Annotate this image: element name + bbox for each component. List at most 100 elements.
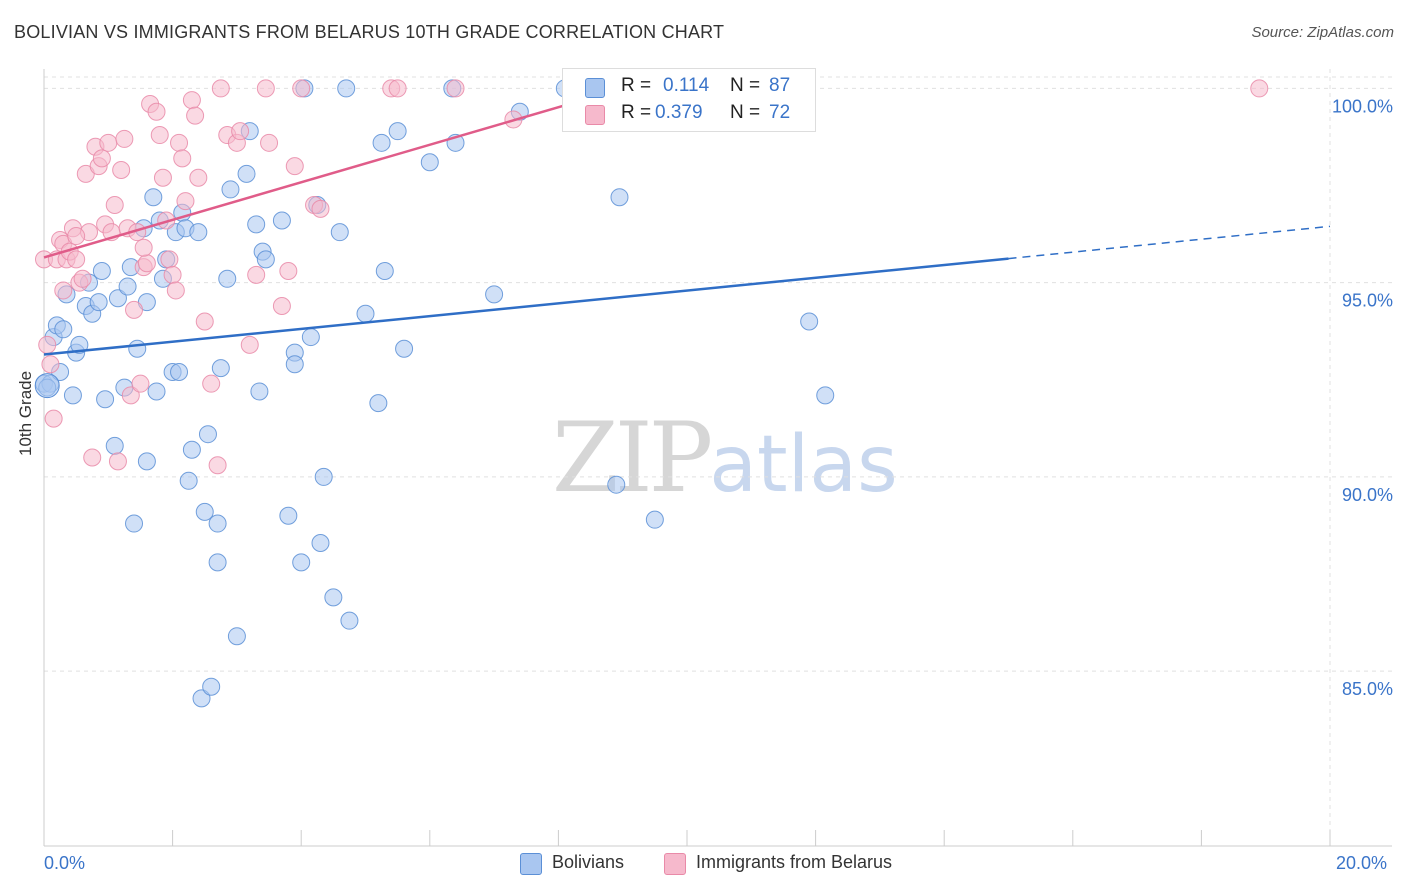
- data-point: [83, 448, 102, 467]
- data-point: [375, 262, 394, 281]
- data-point: [182, 91, 201, 110]
- data-point: [70, 335, 89, 354]
- data-point: [260, 133, 279, 152]
- data-point: [816, 386, 835, 405]
- chart-title: BOLIVIAN VS IMMIGRANTS FROM BELARUS 10TH…: [14, 22, 725, 42]
- data-point: [301, 328, 320, 347]
- y-tick-label: 85.0%: [1342, 679, 1393, 699]
- source-label: Source: ZipAtlas.com: [1251, 24, 1394, 41]
- data-point: [285, 355, 304, 374]
- data-point: [208, 553, 227, 572]
- trend-line-bolivians-extension: [1008, 225, 1331, 260]
- data-point: [279, 262, 298, 281]
- data-point: [92, 149, 111, 168]
- grid-lines: [44, 69, 1392, 846]
- data-point: [189, 168, 208, 187]
- data-point: [89, 293, 108, 312]
- data-point: [179, 471, 198, 490]
- data-point: [131, 374, 150, 393]
- data-point: [99, 133, 118, 152]
- data-point: [134, 238, 153, 257]
- legend-n-value: 87: [769, 75, 791, 96]
- y-tick-label: 95.0%: [1342, 291, 1393, 311]
- watermark-atlas: atlas: [709, 420, 898, 510]
- data-point: [73, 269, 92, 288]
- data-point: [279, 506, 298, 525]
- data-point: [115, 129, 134, 148]
- data-point: [195, 312, 214, 331]
- data-point: [356, 304, 375, 323]
- bottom-legend-label: Immigrants from Belarus: [696, 852, 893, 872]
- data-point: [314, 467, 333, 486]
- data-point: [645, 510, 664, 529]
- data-point: [395, 339, 414, 358]
- data-point: [108, 289, 127, 308]
- data-point: [221, 180, 240, 199]
- data-point: [208, 514, 227, 533]
- data-point: [173, 149, 192, 168]
- data-point: [176, 192, 195, 211]
- data-point: [485, 285, 504, 304]
- data-point: [67, 250, 86, 269]
- data-point: [218, 269, 237, 288]
- data-point: [105, 436, 124, 455]
- data-point: [1250, 79, 1269, 98]
- data-point: [186, 106, 205, 125]
- y-axis-label: 10th Grade: [16, 370, 35, 456]
- data-point: [63, 386, 82, 405]
- data-point: [112, 161, 131, 180]
- data-point: [195, 502, 214, 521]
- data-point: [38, 335, 57, 354]
- data-point: [202, 677, 221, 696]
- data-point: [96, 390, 115, 409]
- data-point: [144, 188, 163, 207]
- y-tick-labels: 100.0% 95.0% 90.0% 85.0%: [1332, 96, 1393, 699]
- data-point: [311, 199, 330, 218]
- data-point: [800, 312, 819, 331]
- data-point: [125, 514, 144, 533]
- data-point: [292, 553, 311, 572]
- series-belarus: [35, 79, 1269, 475]
- data-point: [240, 335, 259, 354]
- bottom-legend-swatch-bolivians: [520, 853, 542, 875]
- x-tick-max: 20.0%: [1336, 853, 1388, 873]
- data-point: [128, 339, 147, 358]
- data-point: [256, 79, 275, 98]
- bottom-legend-label: Bolivians: [552, 852, 625, 872]
- data-point: [610, 188, 629, 207]
- data-point: [388, 122, 407, 141]
- data-point: [211, 359, 230, 378]
- watermark: ZIPatlas: [552, 402, 898, 514]
- data-point: [285, 157, 304, 176]
- y-tick-label: 90.0%: [1342, 485, 1393, 505]
- legend-n-value: 72: [769, 102, 791, 123]
- data-point: [272, 211, 291, 230]
- data-point: [54, 281, 73, 300]
- data-point: [41, 355, 60, 374]
- data-point: [237, 164, 256, 183]
- data-point-cluster: [34, 373, 60, 399]
- data-point: [324, 588, 343, 607]
- trend-line-belarus: [43, 87, 624, 259]
- legend-swatch-bolivians: [585, 78, 605, 98]
- data-point: [170, 133, 189, 152]
- data-point: [137, 452, 156, 471]
- data-point: [388, 79, 407, 98]
- y-tick-label: 100.0%: [1332, 96, 1393, 116]
- data-point: [44, 409, 63, 428]
- data-point: [202, 374, 221, 393]
- data-point: [247, 265, 266, 284]
- data-point: [369, 394, 388, 413]
- legend-n-label: N =: [730, 75, 761, 96]
- data-point: [150, 126, 169, 145]
- watermark-zip: ZIP: [552, 402, 713, 514]
- data-point: [166, 281, 185, 300]
- trend-line-bolivians: [43, 257, 1009, 356]
- data-point: [92, 262, 111, 281]
- data-point: [147, 102, 166, 121]
- data-point: [607, 475, 626, 494]
- legend-r-label: R =: [621, 102, 652, 123]
- data-point: [54, 320, 73, 339]
- data-point: [211, 79, 230, 98]
